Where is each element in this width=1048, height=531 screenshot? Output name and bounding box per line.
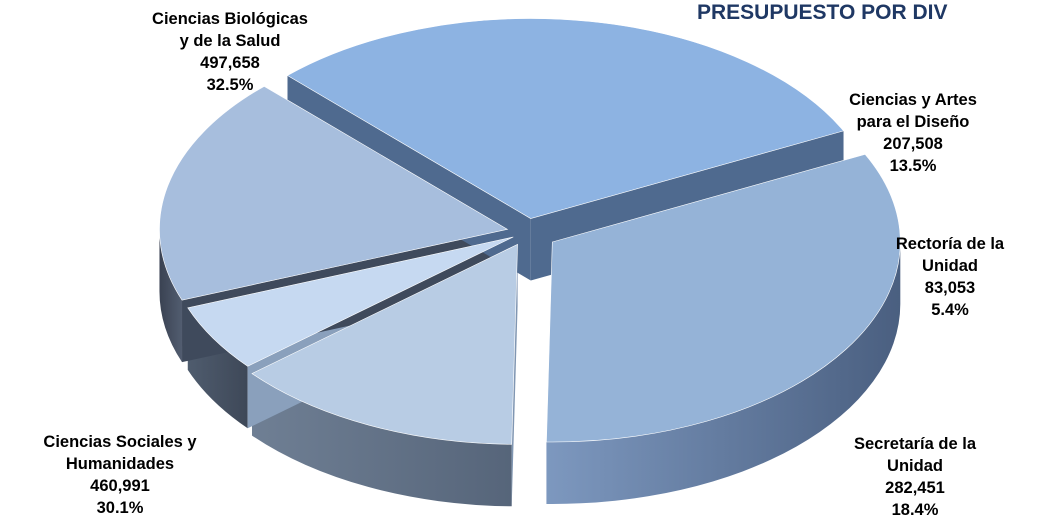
slice-side-secretaria bbox=[159, 229, 183, 363]
slice-name-line: Ciencias y Artes bbox=[849, 91, 977, 109]
slice-name-line: Secretaría de la bbox=[854, 435, 976, 453]
slice-label-ciencias-biologicas: Ciencias Biológicas y de la Salud 497,65… bbox=[80, 8, 380, 96]
slice-value-label: 460,991 bbox=[90, 477, 150, 495]
slice-ciencias-artes bbox=[251, 243, 518, 445]
slice-percent-label: 5.4% bbox=[931, 301, 969, 319]
slice-value-label: 83,053 bbox=[924, 279, 976, 297]
slice-percent-label: 30.1% bbox=[96, 499, 144, 517]
slice-name-line: Unidad bbox=[887, 457, 943, 475]
slice-value-label: 207,508 bbox=[883, 135, 943, 153]
slice-name-line: Rectoría de la bbox=[895, 235, 1005, 253]
slice-label-ciencias-artes: Ciencias y Artes para el Diseño 207,508 … bbox=[788, 89, 1038, 177]
slice-percent-label: 18.4% bbox=[891, 501, 939, 519]
slice-percent-label: 13.5% bbox=[889, 157, 937, 175]
slice-ciencias-sociales bbox=[286, 18, 845, 219]
slice-secretaria bbox=[159, 85, 509, 301]
slice-side-ciencias-artes bbox=[252, 373, 512, 507]
slice-name-line: Unidad bbox=[922, 257, 978, 275]
slice-label-rectoria: Rectoría de la Unidad 83,053 5.4% bbox=[870, 233, 1030, 321]
slice-label-ciencias-sociales: Ciencias Sociales y Humanidades 460,991 … bbox=[5, 431, 235, 519]
slice-name-line: Humanidades bbox=[65, 455, 175, 473]
slice-percent-label: 32.5% bbox=[206, 76, 254, 94]
slice-value-label: 497,658 bbox=[200, 54, 260, 72]
chart-title: PRESUPUESTO POR DIV bbox=[697, 1, 948, 24]
slice-ciencias-biologicas bbox=[546, 153, 901, 443]
slice-cut-face-ciencias-artes bbox=[511, 244, 518, 507]
slice-name-line: Ciencias Sociales y bbox=[43, 433, 197, 451]
slice-name-line: y de la Salud bbox=[179, 32, 281, 50]
slice-rectoria bbox=[187, 236, 514, 367]
slice-name-line: para el Diseño bbox=[856, 113, 970, 131]
slice-name-line: Ciencias Biológicas bbox=[152, 10, 308, 28]
slice-value-label: 282,451 bbox=[885, 479, 945, 497]
slice-label-secretaria: Secretaría de la Unidad 282,451 18.4% bbox=[815, 433, 1015, 521]
slice-side-ciencias-biologicas bbox=[546, 241, 901, 504]
